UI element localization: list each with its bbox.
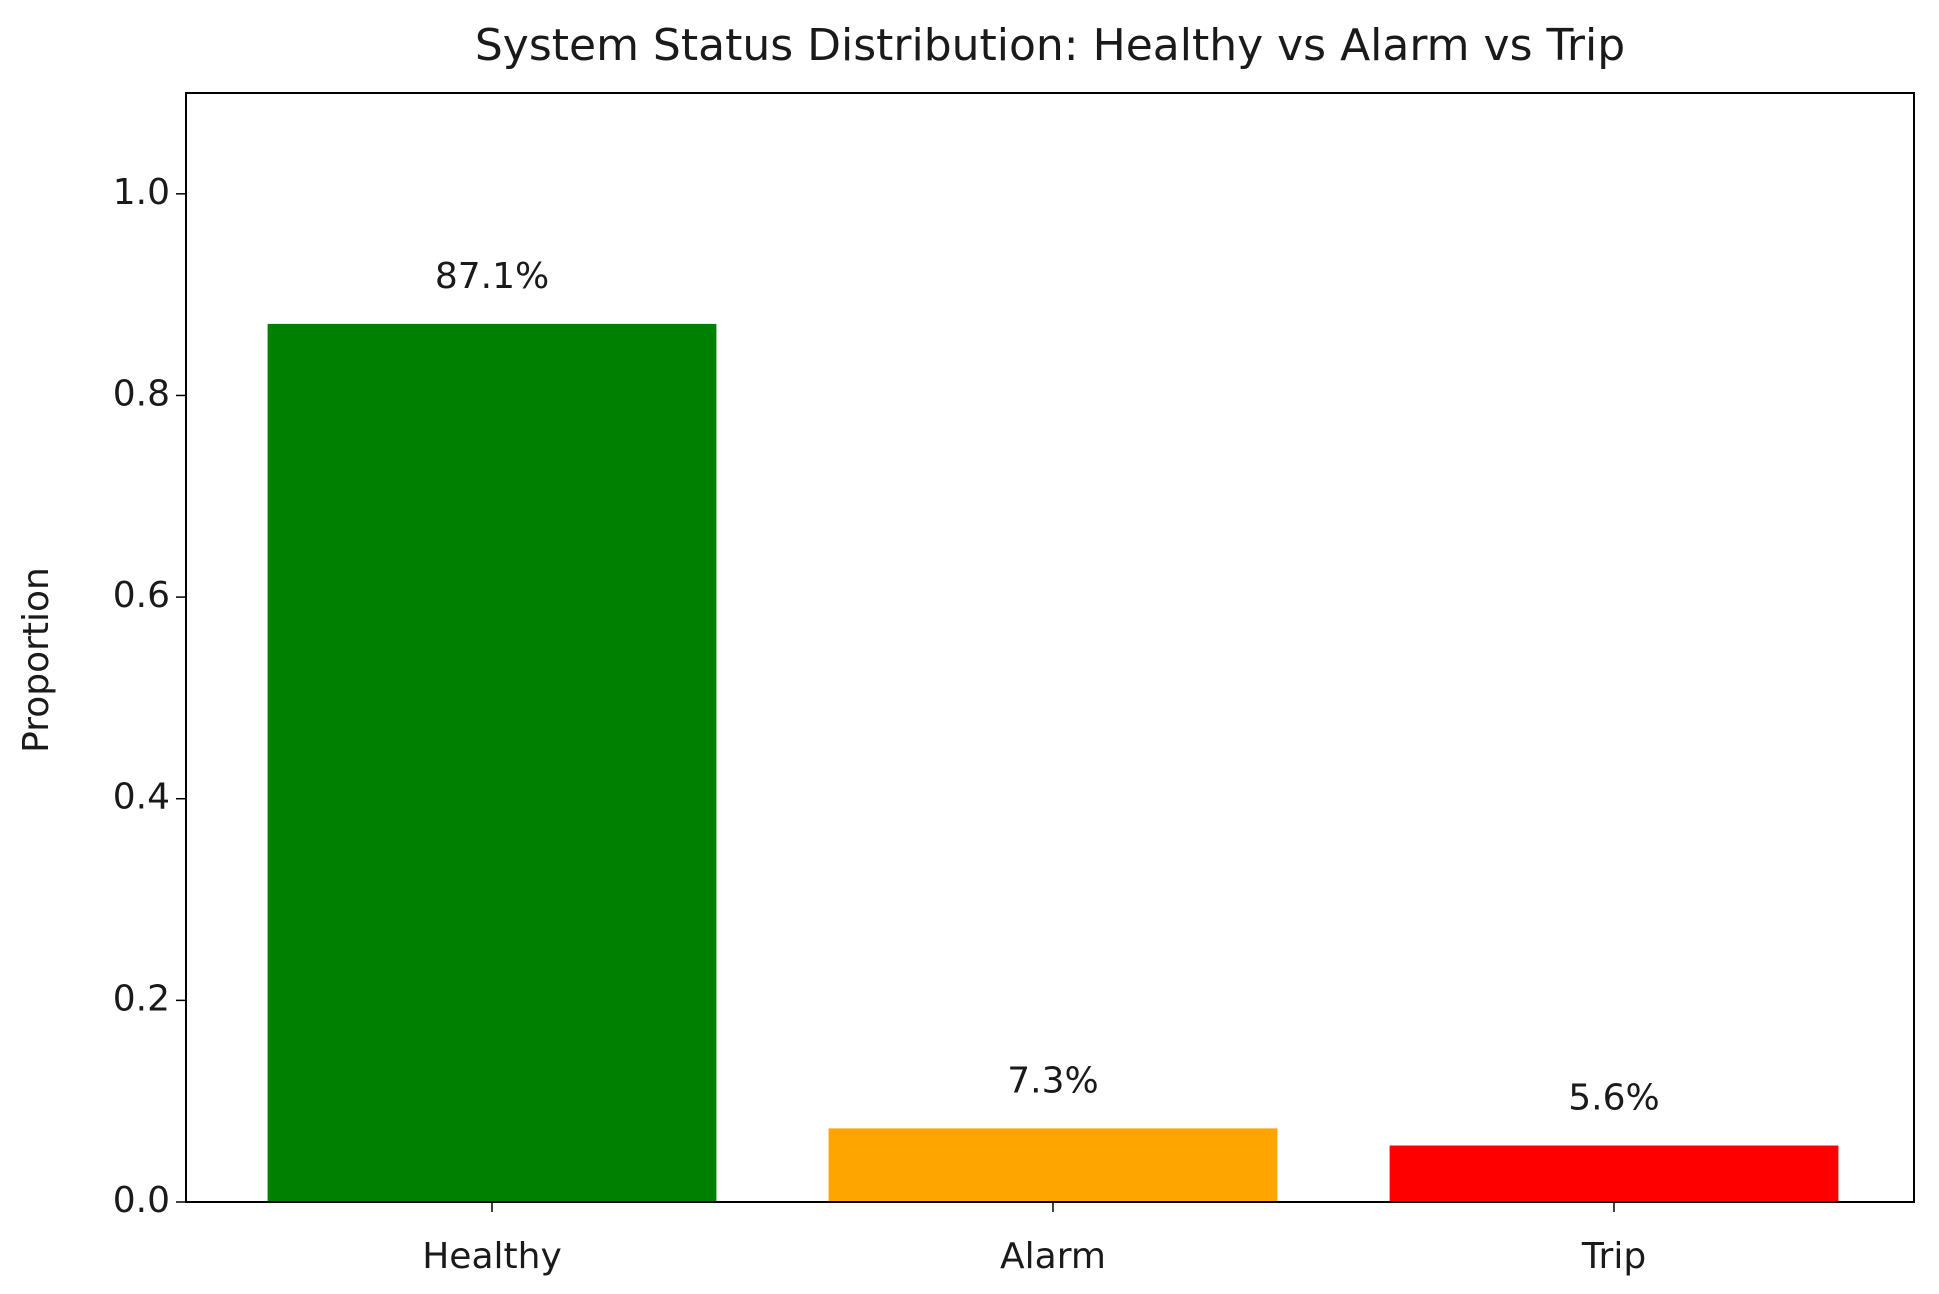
x-tick-label: Healthy: [422, 1236, 562, 1277]
y-tick-label: 1.0: [113, 172, 170, 213]
x-tick-label: Trip: [1581, 1236, 1646, 1277]
x-tick-label: Alarm: [1000, 1236, 1106, 1277]
bar: [828, 1128, 1278, 1202]
y-tick-label: 0.4: [113, 777, 170, 818]
chart-title: System Status Distribution: Healthy vs A…: [475, 20, 1625, 71]
value-label: 5.6%: [1568, 1078, 1659, 1119]
y-axis-label: Proportion: [16, 567, 57, 753]
bar: [1389, 1145, 1839, 1202]
value-label: 7.3%: [1007, 1060, 1098, 1101]
plot-frame: [185, 92, 1915, 1203]
value-label: 87.1%: [435, 256, 549, 297]
bar: [267, 323, 717, 1202]
y-tick-label: 0.6: [113, 575, 170, 616]
y-tick-label: 0.8: [113, 373, 170, 414]
y-tick-label: 0.0: [113, 1180, 170, 1221]
y-tick-label: 0.2: [113, 978, 170, 1019]
